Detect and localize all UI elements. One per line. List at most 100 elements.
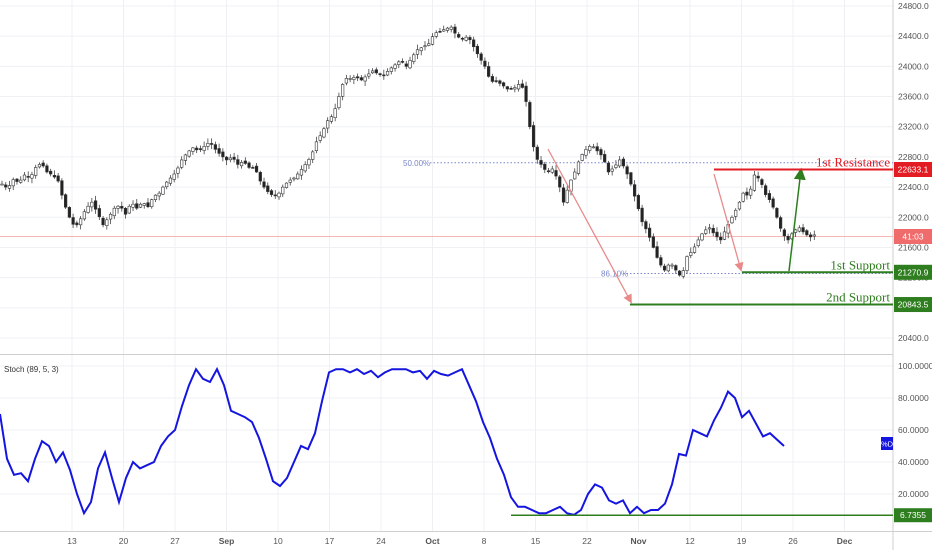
grid: [0, 0, 893, 531]
candle-body: [606, 162, 611, 173]
candle-body: [7, 185, 12, 189]
candle-body: [195, 147, 199, 151]
candle-body: [49, 170, 53, 175]
candle-body: [588, 146, 592, 151]
candle-body: [633, 184, 637, 197]
time-tick-label: Dec: [837, 536, 853, 546]
candle-body: [457, 34, 461, 38]
candle-body: [808, 234, 813, 238]
candle-body: [393, 64, 397, 69]
candle-body: [655, 246, 659, 258]
price-tick-label: 22800.0: [898, 152, 929, 162]
candle-body: [352, 77, 356, 80]
candle-body: [771, 198, 775, 208]
candle-body: [760, 179, 764, 185]
stoch-badge: [881, 437, 893, 450]
candle-body: [344, 78, 348, 84]
candle-body: [318, 135, 322, 141]
candle-body: [430, 36, 435, 45]
candle-body: [82, 211, 86, 220]
candle-body: [412, 54, 416, 62]
candle-body: [546, 170, 551, 173]
stoch-line: [0, 366, 785, 516]
time-tick-label: Nov: [630, 536, 646, 546]
up-arrow: [788, 167, 806, 272]
candle-body: [550, 168, 554, 173]
candle-body: [659, 257, 663, 266]
candle-body: [307, 159, 311, 166]
candle-body: [277, 192, 281, 198]
candle-body: [719, 236, 723, 241]
candle-body: [565, 189, 569, 203]
time-tick-label: 19: [737, 536, 747, 546]
candle-body: [314, 141, 319, 152]
current-price-tag: [894, 229, 932, 245]
candle-body: [105, 219, 109, 226]
candle-body: [210, 143, 214, 145]
candle-body: [116, 205, 120, 209]
candle-body: [775, 208, 779, 218]
stoch-tick-label: 80.0000: [898, 393, 929, 403]
candle-body: [397, 61, 401, 65]
indicator-label: Stoch (89, 5, 3): [4, 365, 59, 374]
time-tick-label: 27: [170, 536, 180, 546]
candle-body: [689, 252, 693, 256]
candle-body: [786, 236, 790, 241]
candle-body: [228, 157, 232, 161]
candle-body: [79, 218, 83, 226]
down-arrow-1: [547, 148, 632, 304]
support-2-price-tag: [894, 297, 932, 313]
candle-body: [580, 154, 584, 161]
candle-body: [662, 265, 667, 271]
price-tick-label: 22400.0: [898, 182, 929, 192]
candle-body: [651, 236, 655, 248]
candle-body: [573, 171, 577, 180]
candle-body: [730, 216, 734, 224]
candle-body: [389, 67, 393, 72]
stoch-tick-label: 20.0000: [898, 489, 929, 499]
candle-body: [86, 205, 90, 213]
candle-body: [595, 146, 599, 152]
candle-body: [150, 199, 154, 208]
candle-body: [490, 76, 494, 82]
candle-body: [60, 180, 64, 196]
candle-body: [64, 194, 68, 208]
time-tick-label: 12: [685, 536, 695, 546]
candle-body: [333, 108, 337, 118]
candle-body: [213, 144, 217, 150]
candle-body: [464, 36, 468, 41]
candle-body: [502, 82, 506, 87]
candle-body: [805, 230, 809, 236]
stoch-axis: 20.0000 40.0000 60.0000 80.0000 100.0000: [898, 361, 932, 499]
candle-body: [472, 39, 476, 48]
time-tick-label: 15: [531, 536, 541, 546]
resistance-label: 1st Resistance: [816, 155, 890, 170]
candle-body: [677, 270, 682, 276]
candle-body: [475, 45, 480, 55]
candle-body: [438, 31, 442, 33]
candle-body: [445, 27, 450, 31]
candle-body: [764, 185, 768, 195]
candle-body: [737, 201, 742, 210]
candle-body: [123, 208, 128, 215]
candle-body: [11, 179, 15, 187]
price-tick-label: 24800.0: [898, 1, 929, 11]
candle-body: [640, 207, 644, 223]
candle-body: [494, 80, 498, 82]
price-tick-label: 21600.0: [898, 242, 929, 252]
candle-body: [618, 159, 622, 167]
candle-body: [741, 192, 745, 202]
candle-body: [644, 221, 648, 230]
candle-body: [262, 181, 266, 188]
candle-body: [513, 87, 517, 90]
candle-body: [681, 270, 685, 277]
candle-body: [26, 176, 30, 178]
candle-body: [326, 120, 330, 129]
candle-body: [367, 73, 371, 77]
candle-body: [165, 181, 169, 188]
candle-body: [468, 37, 472, 41]
price-tick-label: 23200.0: [898, 122, 929, 132]
candle-body: [322, 128, 326, 138]
candle-body: [37, 164, 42, 168]
candle-body: [670, 264, 674, 267]
